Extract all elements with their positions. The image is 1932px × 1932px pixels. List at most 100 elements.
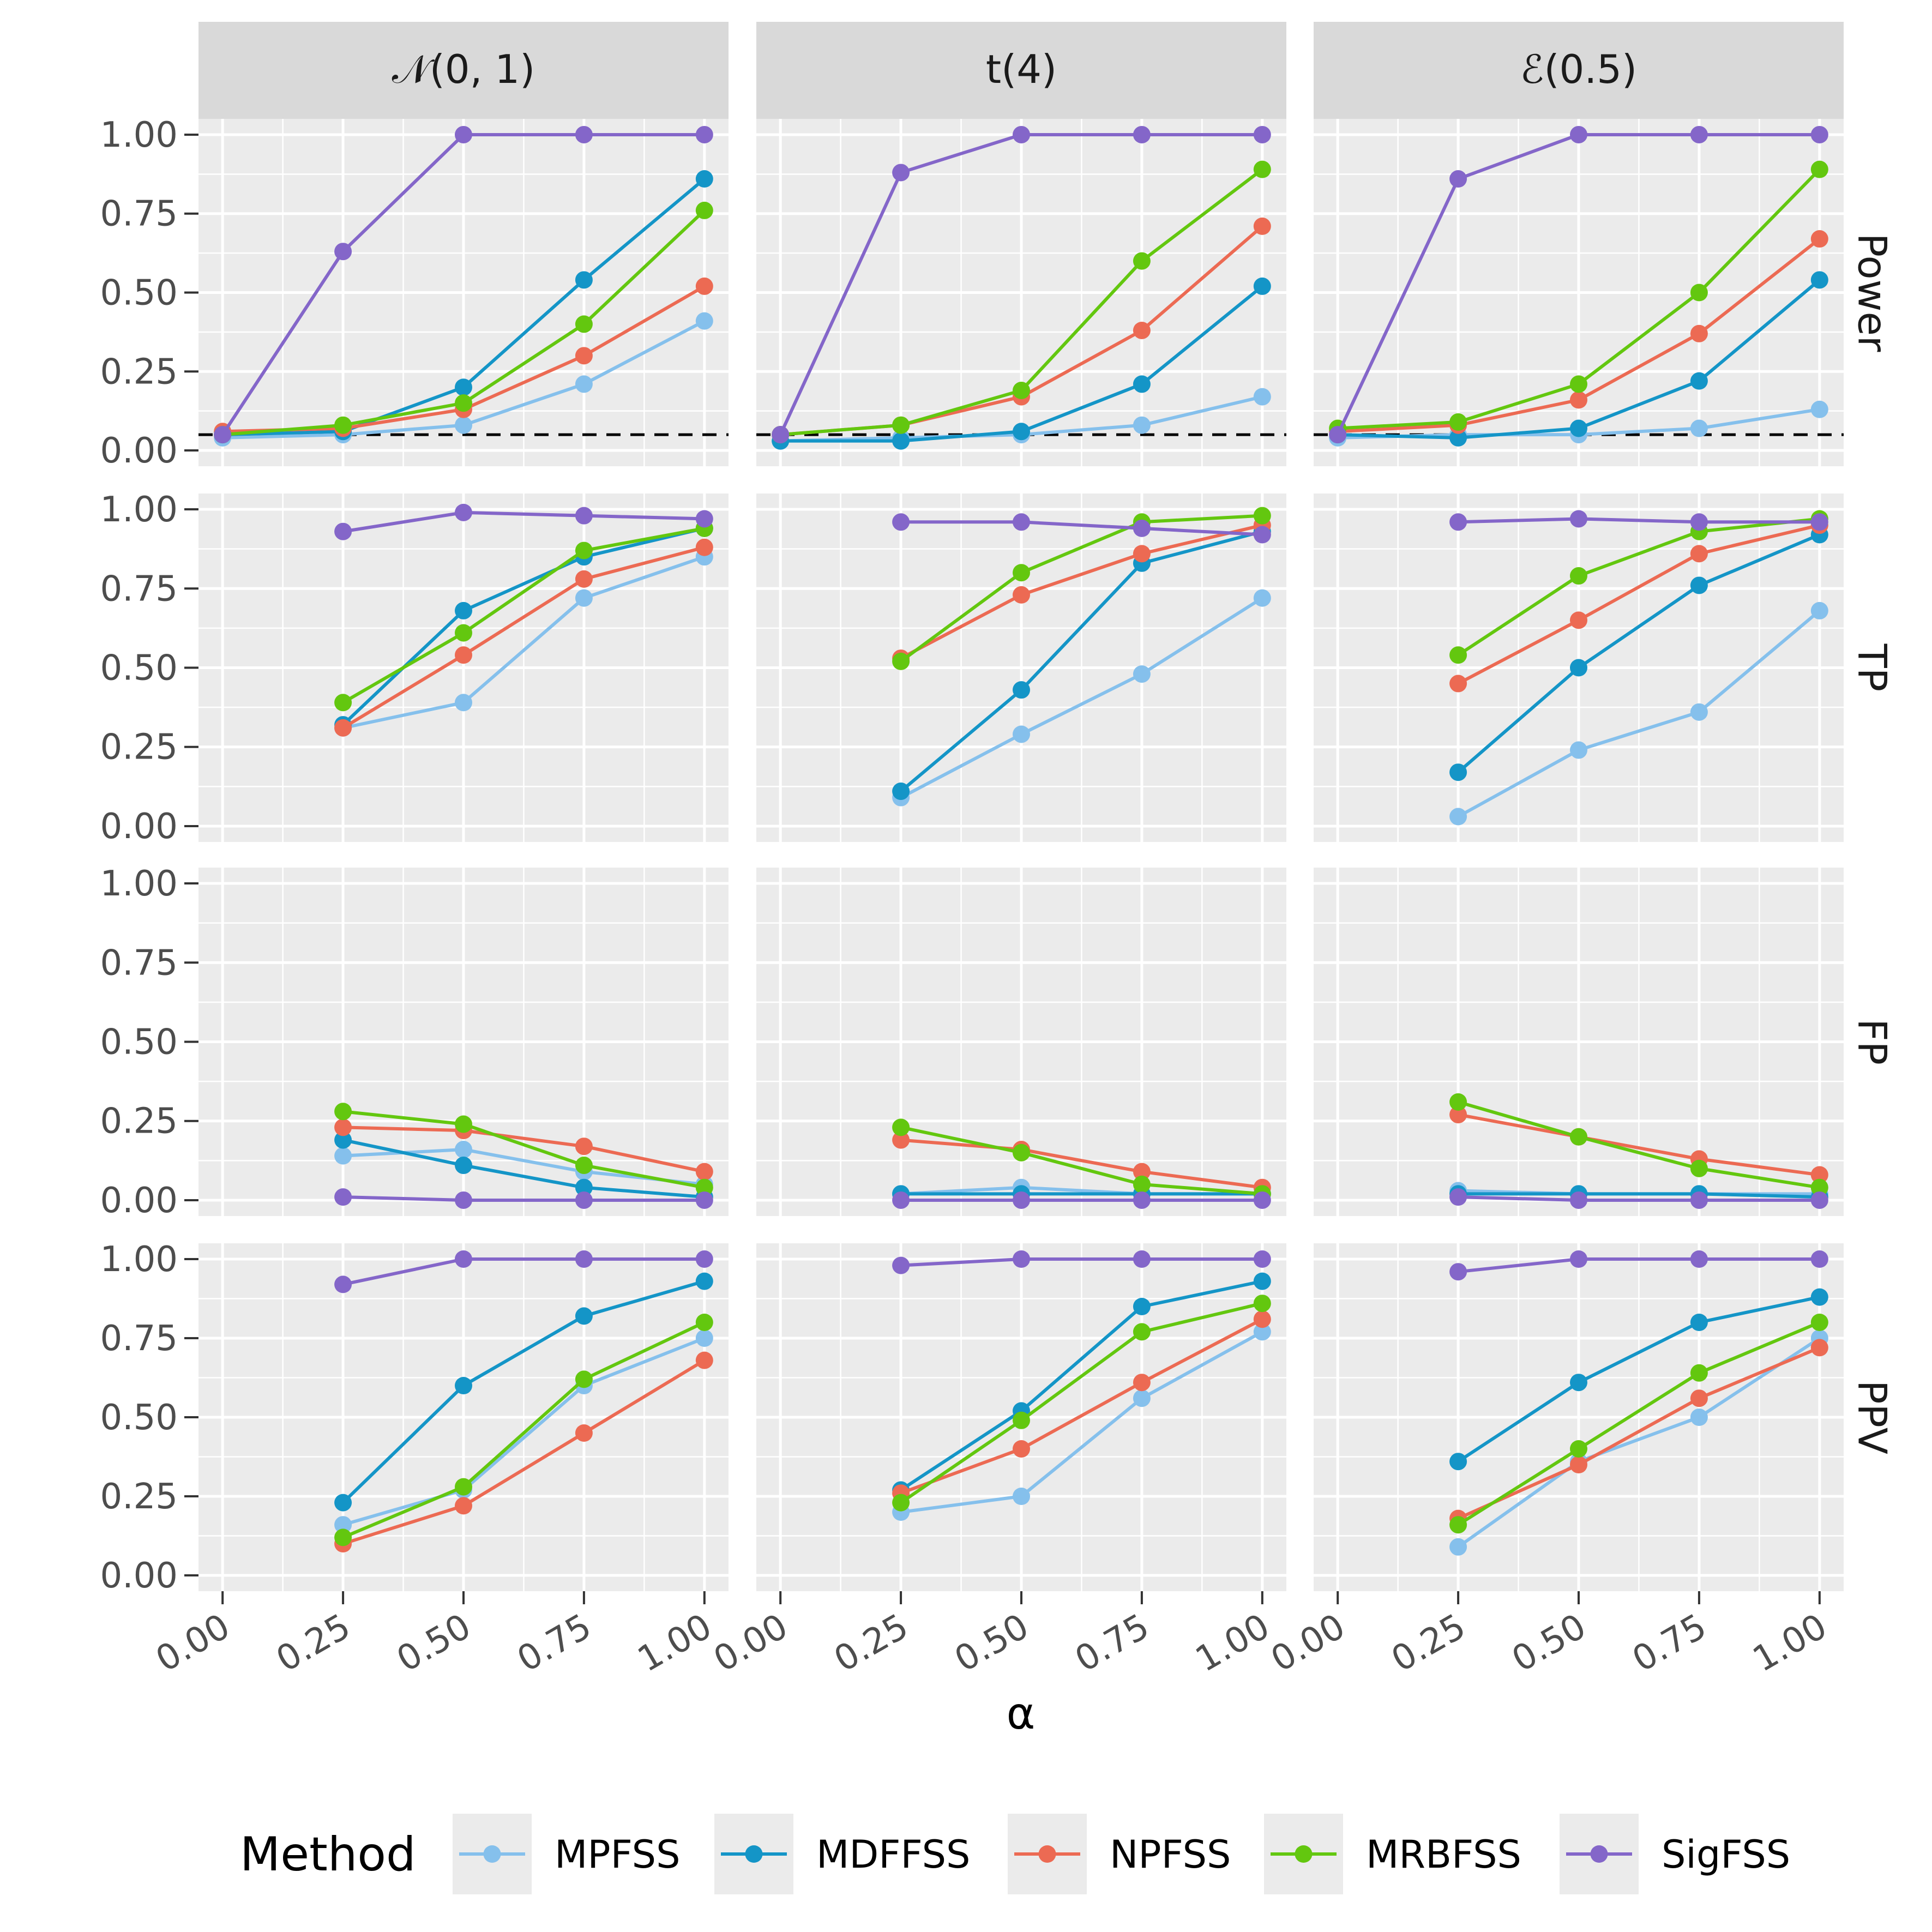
data-point-npfss (1570, 611, 1587, 629)
data-point-mdffss (455, 601, 472, 619)
data-point-sigfss (1690, 1191, 1708, 1209)
data-point-sigfss (334, 1188, 352, 1206)
data-point-npfss (695, 1351, 713, 1369)
data-point-sigfss (1810, 513, 1828, 531)
data-point-mpfss (1253, 388, 1271, 406)
data-point-sigfss (1449, 1263, 1467, 1281)
data-point-sigfss (892, 513, 910, 531)
data-point-mdffss (892, 783, 910, 801)
data-point-mdffss (1449, 1453, 1467, 1471)
data-point-sigfss (1253, 526, 1271, 544)
data-point-mrbfss (1013, 1411, 1030, 1429)
data-point-npfss (1690, 1389, 1708, 1407)
data-point-mdffss (1253, 277, 1271, 295)
row-strip-label: FP (1849, 1019, 1895, 1065)
data-point-mdffss (1133, 1298, 1151, 1315)
x-tick-label: 0.25 (828, 1606, 915, 1680)
data-point-npfss (1810, 1166, 1828, 1184)
data-point-mdffss (1133, 375, 1151, 393)
series-line-sigfss (343, 1195, 705, 1202)
x-tick-label: 0.75 (1626, 1606, 1713, 1680)
data-point-mdffss (1570, 1374, 1587, 1392)
data-point-mdffss (1690, 576, 1708, 594)
data-point-sigfss (1690, 1250, 1708, 1268)
series-line-mpfss (342, 555, 705, 730)
legend-label-mpfss: MPFSS (555, 1832, 681, 1877)
data-point-mdffss (1449, 429, 1467, 447)
data-point-npfss (575, 1137, 593, 1155)
data-point-mdffss (1690, 1314, 1708, 1331)
data-point-mdffss (1570, 419, 1587, 437)
data-point-mdffss (1013, 681, 1030, 699)
data-point-mdffss (695, 170, 713, 188)
data-point-npfss (1133, 1374, 1151, 1392)
series-line-mpfss (900, 597, 1263, 799)
data-point-mdffss (334, 1494, 352, 1512)
row-strip-label: PPV (1849, 1380, 1895, 1454)
y-tick-label: 0.50 (100, 1022, 178, 1063)
strip-header-label: 𝒩(0, 1) (392, 46, 535, 92)
data-point-sigfss (695, 510, 713, 528)
series-line-sigfss (1458, 1195, 1820, 1202)
legend-label-sigfss: SigFSS (1662, 1832, 1790, 1877)
data-point-sigfss (892, 1191, 910, 1209)
series-line-mpfss (900, 1330, 1263, 1514)
data-point-mdffss (1449, 763, 1467, 781)
data-point-mpfss (1133, 1389, 1151, 1407)
legend-label-mrbfss: MRBFSS (1366, 1832, 1521, 1877)
y-tick-label: 0.25 (100, 727, 178, 768)
data-point-mrbfss (1690, 1159, 1708, 1177)
data-point-mdffss (1253, 1272, 1271, 1290)
data-point-mdffss (695, 1272, 713, 1290)
data-point-sigfss (1570, 125, 1587, 143)
data-point-npfss (1133, 321, 1151, 339)
data-point-mrbfss (1570, 375, 1587, 393)
y-tick-label: 0.50 (100, 1398, 178, 1438)
data-point-sigfss (1690, 513, 1708, 531)
data-point-mrbfss (1013, 1143, 1030, 1161)
series-line-mdffss (1457, 1295, 1820, 1463)
series-line-npfss (900, 1317, 1263, 1495)
data-point-mrbfss (455, 394, 472, 412)
legend-key-point (745, 1845, 763, 1863)
data-point-npfss (334, 719, 352, 737)
data-point-mpfss (1690, 1409, 1708, 1426)
data-point-mrbfss (575, 1370, 593, 1388)
data-point-mdffss (575, 1307, 593, 1325)
strip-header-bg (1314, 22, 1844, 119)
y-tick-label: 0.00 (100, 431, 178, 471)
data-point-npfss (1253, 217, 1271, 235)
data-point-sigfss (575, 1191, 593, 1209)
series-line-mrbfss (1457, 1321, 1820, 1526)
data-point-sigfss (1253, 1191, 1271, 1209)
data-point-sigfss (1570, 1250, 1587, 1268)
data-point-sigfss (334, 1275, 352, 1293)
y-tick-label: 0.25 (100, 1477, 178, 1517)
data-point-npfss (1253, 1310, 1271, 1328)
data-point-mrbfss (1449, 646, 1467, 664)
x-tick-label: 0.50 (948, 1606, 1036, 1680)
data-point-npfss (1133, 1163, 1151, 1181)
data-point-sigfss (892, 1256, 910, 1274)
data-point-mrbfss (892, 1118, 910, 1136)
legend-key-point (1295, 1845, 1313, 1863)
data-point-mrbfss (1690, 284, 1708, 302)
data-point-sigfss (1690, 125, 1708, 143)
x-tick-label: 0.00 (707, 1606, 795, 1680)
legend-key-point (1038, 1845, 1056, 1863)
data-point-mrbfss (1449, 1093, 1467, 1111)
data-point-sigfss (1253, 1250, 1271, 1268)
data-point-mpfss (1690, 703, 1708, 721)
data-point-npfss (695, 538, 713, 556)
legend-label-npfss: NPFSS (1110, 1832, 1231, 1877)
data-point-npfss (1570, 1456, 1587, 1473)
data-point-sigfss (1013, 1191, 1030, 1209)
data-point-mrbfss (1253, 160, 1271, 178)
y-tick-label: 0.75 (100, 943, 178, 983)
data-point-sigfss (455, 503, 472, 521)
series-line-npfss (343, 1126, 705, 1173)
series-line-mrbfss (342, 1321, 706, 1539)
series-line-npfss (342, 1359, 706, 1545)
